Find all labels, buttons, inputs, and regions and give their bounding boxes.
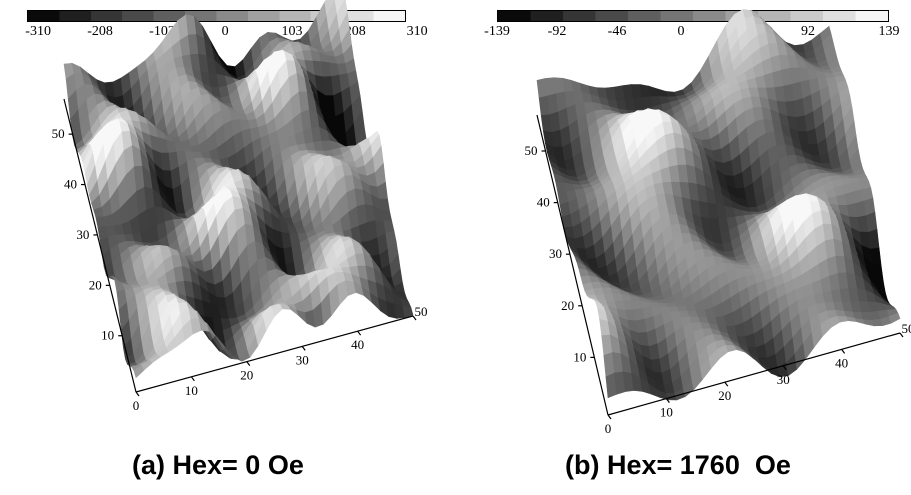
x-tick-label: 30 <box>777 372 790 387</box>
y-tick-label: 10 <box>101 328 114 343</box>
x-axis-tick <box>782 365 787 371</box>
x-tick-label: 0 <box>605 421 612 436</box>
x-tick-label: 30 <box>296 352 309 367</box>
surface-plot-b: 0 10 20 30 40 50 10 20 30 40 50 <box>525 9 911 436</box>
y-tick-label: 30 <box>76 227 89 242</box>
x-axis-line <box>607 332 901 416</box>
x-axis-tick <box>665 398 670 403</box>
colorbar-tick-label: -46 <box>607 24 627 39</box>
x-axis-tick <box>412 315 417 321</box>
x-tick-label: 10 <box>185 383 198 398</box>
x-axis-tick <box>357 330 362 336</box>
y-axis-line <box>536 114 609 416</box>
y-tick-label: 50 <box>52 126 65 141</box>
colorbar-tick-label: 0 <box>221 24 229 39</box>
surface-plot-a: 0 10 20 30 40 50 10 20 30 40 50 <box>52 0 428 413</box>
colorbar-tick-label: -208 <box>87 24 113 39</box>
colorbar-tick-label: 103 <box>281 24 303 39</box>
colorbar-tick-label: -139 <box>484 24 510 39</box>
x-tick-label: 50 <box>415 304 428 319</box>
x-axis-tick <box>724 381 729 387</box>
y-tick-label: 20 <box>561 298 574 313</box>
colorbar-b <box>497 10 889 22</box>
x-tick-label: 0 <box>133 398 140 413</box>
x-axis-line <box>135 315 414 393</box>
x-axis-tick <box>899 332 904 338</box>
panel-a: -310 -208 -103 0 103 208 310 0 10 20 30 40 50 10 20 30… <box>0 0 440 495</box>
x-axis-tick <box>246 361 251 366</box>
x-tick-label: 10 <box>660 405 673 420</box>
x-tick-label: 40 <box>835 355 848 370</box>
colorbar-tick-label: 139 <box>878 24 900 39</box>
caption-a: (a) Hex= 0 Oe <box>132 450 304 480</box>
y-tick-label: 20 <box>89 277 102 292</box>
colorbar-tick-label: 92 <box>801 24 815 39</box>
x-tick-label: 40 <box>351 337 364 352</box>
y-tick-label: 40 <box>537 195 550 210</box>
caption-b: (b) Hex= 1760 Oe <box>565 450 791 480</box>
surface-mesh <box>536 9 901 401</box>
x-axis-tick <box>135 391 140 397</box>
colorbar-tick-label: -92 <box>547 24 567 39</box>
x-axis-tick <box>190 376 195 382</box>
colorbar-a <box>27 10 406 22</box>
y-tick-label: 30 <box>549 246 562 261</box>
x-axis-tick <box>841 349 846 354</box>
colorbar-tick-label: 310 <box>406 24 428 39</box>
x-axis-tick <box>301 346 306 351</box>
y-tick-label: 50 <box>525 143 538 158</box>
x-tick-label: 20 <box>718 388 731 403</box>
x-tick-label: 50 <box>902 321 911 336</box>
y-tick-label: 40 <box>64 177 77 192</box>
x-axis-tick <box>607 414 612 420</box>
y-axis-line <box>63 98 137 393</box>
y-tick-label: 10 <box>573 349 586 364</box>
colorbar-tick-label: 0 <box>677 24 685 39</box>
panel-b: -139-92-4604692139 010203040501020304050… <box>470 0 911 495</box>
colorbar-tick-label: -310 <box>25 24 51 39</box>
x-tick-label: 20 <box>240 368 253 383</box>
surface-mesh <box>63 0 414 379</box>
